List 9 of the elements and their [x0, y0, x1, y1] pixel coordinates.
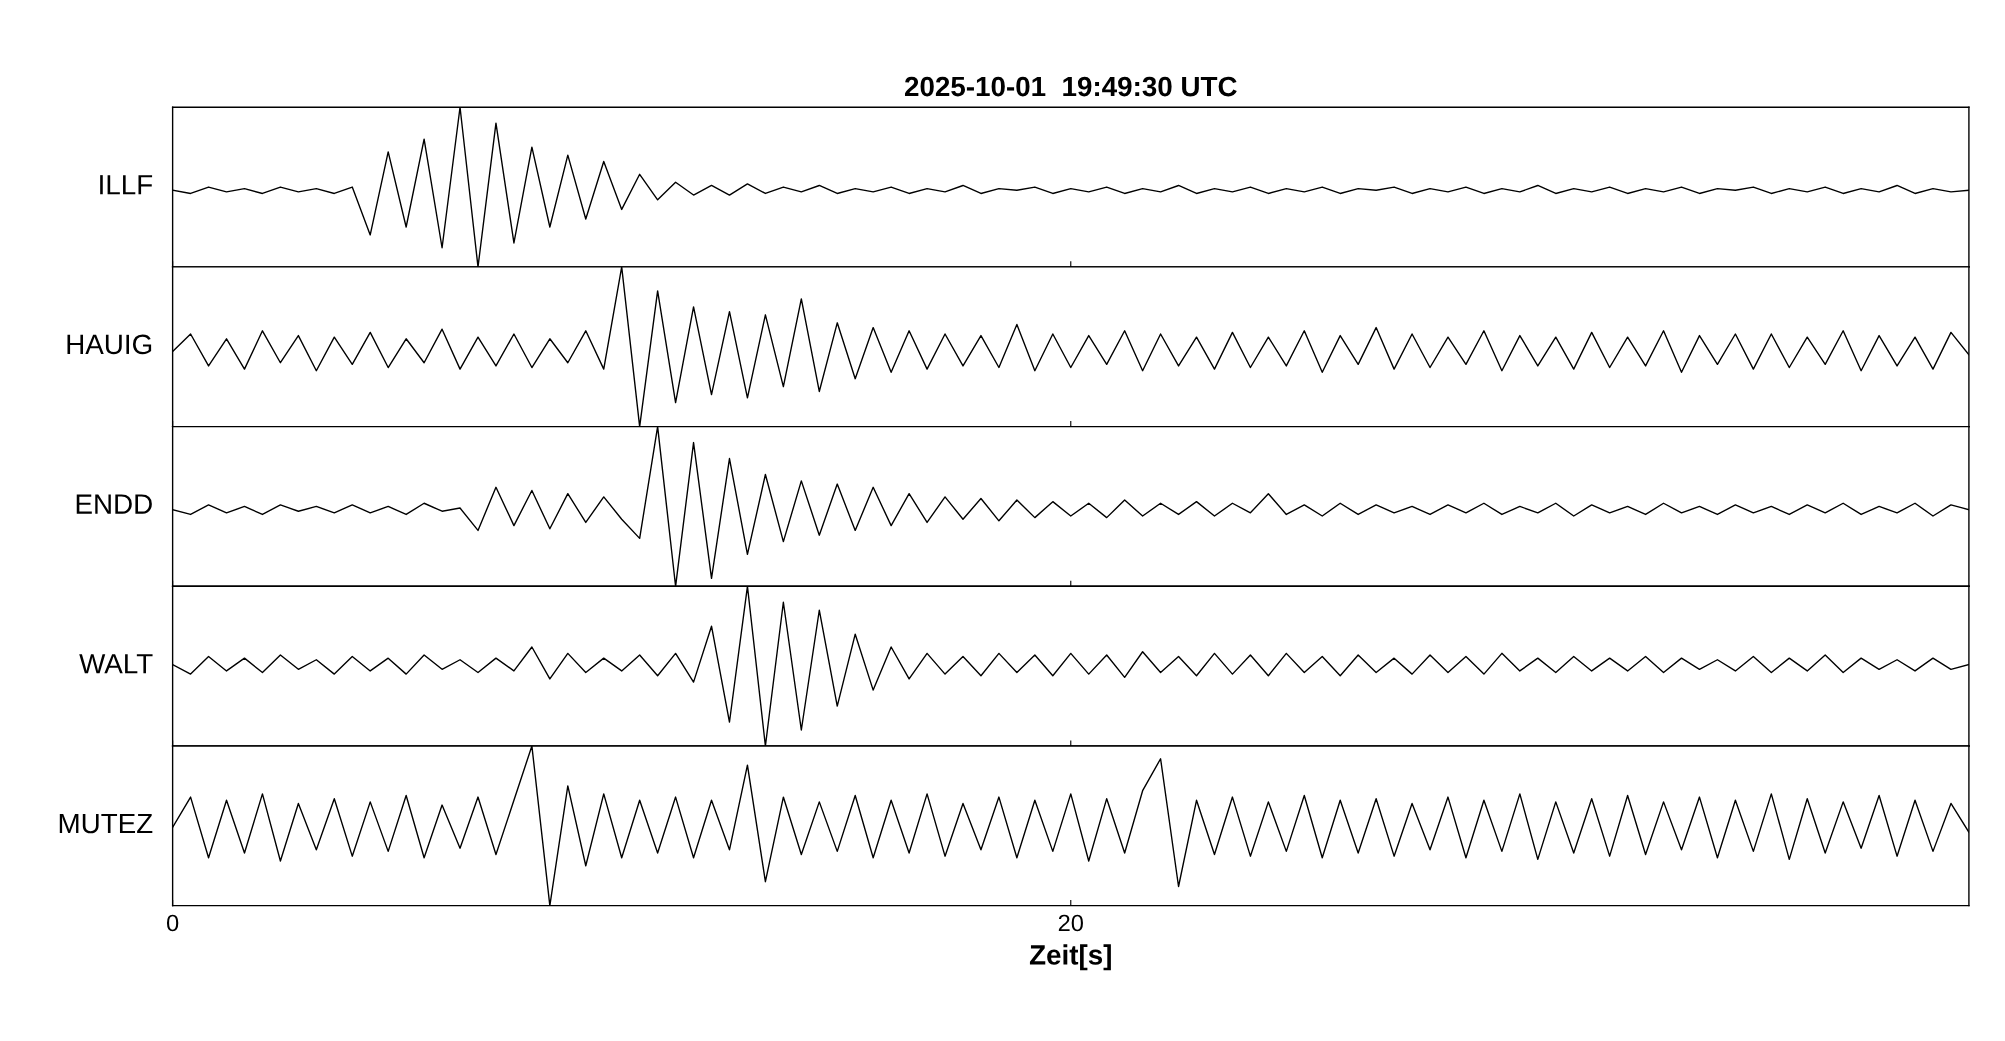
- y-axis-title: MUTEZ: [59, 813, 153, 834]
- y-axis-title: ENDD: [76, 494, 152, 514]
- y-axis-title: ILLF: [100, 175, 153, 195]
- x-tick-label: 0: [166, 914, 179, 932]
- y-axis-title: WALT: [79, 654, 153, 674]
- x-tick-label: 20: [1058, 914, 1083, 932]
- chart-title: 2025-10-01 19:49:30 UTC: [904, 76, 1237, 97]
- y-axis-title: HAUIG: [67, 334, 152, 355]
- x-axis-title: Zeit[s]: [1029, 944, 1111, 971]
